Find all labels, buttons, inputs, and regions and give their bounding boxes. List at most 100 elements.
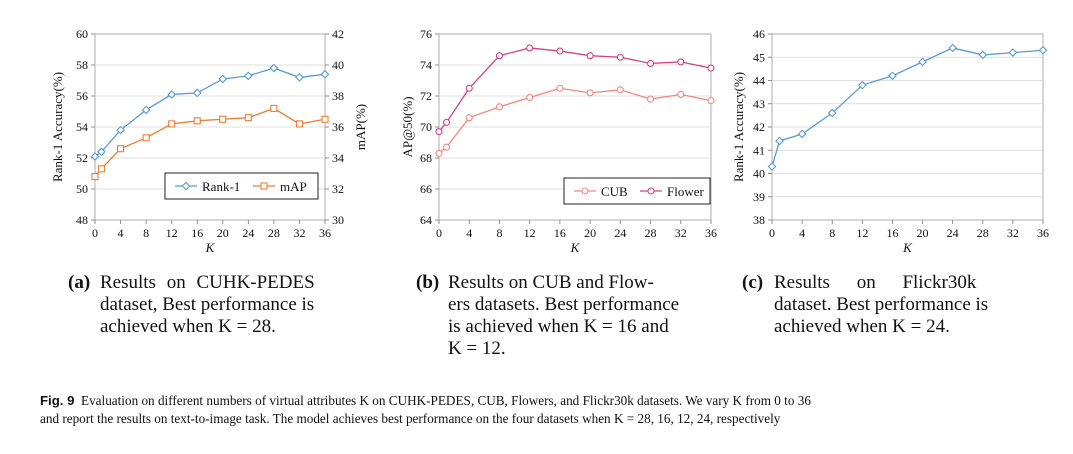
caption-a-label: (a) <box>68 272 91 293</box>
chart-a-xtick-label: 20 <box>217 226 229 240</box>
chart-b-xtick-label: 20 <box>584 226 596 240</box>
caption-a-line-1: Results on CUHK-PEDES <box>100 272 315 293</box>
chart-c-series-1-point <box>767 162 777 171</box>
chart-b-series-flower-point <box>495 52 503 60</box>
chart-c-series-1-point <box>1038 45 1048 55</box>
chart-b-ytick-label: 64 <box>420 213 432 227</box>
chart-a-xtick-label: 16 <box>191 226 203 240</box>
caption-c-line-1: Results on Flickr30k <box>774 272 977 293</box>
chart-b-ytick-label: 68 <box>420 151 432 165</box>
chart-b-ytick-label: 74 <box>420 58 432 72</box>
figure-caption-line-1: Evaluation on different numbers of virtu… <box>81 393 811 408</box>
chart-b-xtick-label: 36 <box>705 226 717 240</box>
chart-c-ytick-label: 42 <box>753 120 765 134</box>
chart-c-series-1-point <box>888 71 897 81</box>
chart-c-xtick-label: 24 <box>947 226 959 240</box>
chart-b-series-flower-point <box>435 128 443 136</box>
chart-a-series-map-point <box>321 115 329 123</box>
chart-b-xtick-label: 0 <box>436 226 442 240</box>
figure-caption: Fig. 9 Evaluation on different numbers o… <box>40 392 1040 428</box>
chart-b-xtick-label: 32 <box>675 226 687 240</box>
chart-a-xtick-label: 4 <box>118 226 124 240</box>
caption-b-line-2: ers datasets. Best performance <box>448 294 680 315</box>
chart-b-series-flower-point <box>556 47 564 55</box>
chart-a-ytick-right-label: 42 <box>332 27 344 41</box>
chart-a-ytick-right-label: 40 <box>332 58 344 72</box>
caption-b-line-3: is achieved when K = 16 and <box>448 316 669 337</box>
chart-a-ytick-right-label: 36 <box>332 120 344 134</box>
chart-a-ytick-right-label: 34 <box>332 151 344 165</box>
chart-c-ytick-label: 43 <box>753 97 765 111</box>
caption-c-line-2: dataset. Best performance is <box>774 294 989 315</box>
chart-c-series-1-point <box>775 136 784 146</box>
chart-b-legend-item-flower-marker <box>647 187 655 195</box>
chart-c-ytick-label: 45 <box>753 50 765 64</box>
chart-c-series-1-point <box>918 57 927 67</box>
chart-b-series-cub-point <box>526 94 534 102</box>
chart-b-series-flower-point <box>616 53 624 61</box>
chart-c-series-1-point <box>827 108 837 118</box>
chart-c-xtick-label: 16 <box>886 226 898 240</box>
caption-a-line-2: dataset, Best performance is <box>100 294 315 315</box>
chart-c-series-1-point <box>797 129 807 139</box>
chart-c-xtick-label: 36 <box>1037 226 1049 240</box>
chart-a-series-map-point <box>219 115 227 123</box>
chart-b-xtick-label: 24 <box>614 226 626 240</box>
chart-a-xtick-label: 8 <box>143 226 149 240</box>
chart-b-ytick-label: 72 <box>420 89 432 103</box>
chart-b-legend-item-cub-marker <box>581 187 589 195</box>
caption-b-label: (b) <box>416 272 440 293</box>
chart-c-xtick-label: 0 <box>769 226 775 240</box>
chart-a-series-rank-1-point <box>218 74 228 84</box>
chart-a-series-map-point <box>142 134 150 142</box>
chart-a-legend-item-map-label: mAP <box>280 179 307 194</box>
chart-a-series-map-point <box>91 173 99 181</box>
caption-c-line-3: achieved when K = 24. <box>774 316 950 337</box>
chart-a-ytick-right-label: 30 <box>332 213 344 227</box>
chart-c-flickr30k: 38 39 40 41 42 43 44 45 46 0 4 8 12 16 20 24 28 32 36 K Rank… <box>731 27 1049 255</box>
chart-b-series-flower-point <box>707 64 715 72</box>
chart-a-ytick-label: 60 <box>76 27 88 41</box>
chart-a-series-map-point <box>168 120 176 128</box>
chart-b-ytick-label: 66 <box>420 182 432 196</box>
chart-a-series-map-point <box>270 104 278 112</box>
chart-a-ytick-label: 48 <box>76 213 88 227</box>
chart-a-series-rank-1-point <box>167 90 177 99</box>
chart-b-xtick-label: 12 <box>524 226 536 240</box>
chart-a-legend-item-rank-1-label: Rank-1 <box>202 179 240 194</box>
chart-a-series-rank-1-point <box>295 73 304 82</box>
chart-a-ytick-label: 50 <box>76 182 88 196</box>
caption-c: (c) Results on Flickr30k dataset. Best p… <box>742 272 1032 338</box>
chart-a-series-rank-1-point <box>90 152 100 161</box>
chart-b-series-flower-point <box>677 58 685 66</box>
chart-c-ytick-label: 46 <box>753 27 765 41</box>
chart-b-series-cub-point <box>647 95 655 103</box>
chart-c-xtick-label: 12 <box>856 226 868 240</box>
chart-b-series-flower-point <box>586 52 594 60</box>
chart-a-xtick-label: 32 <box>293 226 305 240</box>
chart-a-series-rank-1-point <box>269 63 279 73</box>
chart-a-ylabel-right: mAP(%) <box>353 104 368 150</box>
chart-a-ytick-right-label: 38 <box>332 89 344 103</box>
chart-a-xlabel: K <box>205 240 216 255</box>
caption-b: (b) Results on CUB and Flow- ers dataset… <box>416 272 706 360</box>
chart-a-series-rank-1-point <box>97 147 106 157</box>
chart-b-ytick-label: 76 <box>420 27 432 41</box>
chart-a-series-map-point <box>244 114 252 122</box>
chart-c-xtick-label: 28 <box>977 226 989 240</box>
chart-b-xlabel: K <box>570 240 581 255</box>
chart-c-ytick-label: 44 <box>753 74 765 88</box>
chart-b-legend-item-flower-label: Flower <box>667 184 705 199</box>
chart-b-series-cub-point <box>707 97 715 105</box>
chart-b-series-flower-point <box>647 59 655 68</box>
chart-a-ytick-label: 56 <box>76 89 88 103</box>
chart-a-series-rank-1-point <box>243 71 253 81</box>
chart-b-xtick-label: 16 <box>554 226 566 240</box>
chart-a-ytick-right-label: 32 <box>332 182 344 196</box>
chart-a-series-rank-1-point <box>192 88 202 98</box>
chart-a-ytick-label: 58 <box>76 58 88 72</box>
chart-a-ytick-label: 52 <box>76 151 88 165</box>
chart-b-xtick-label: 4 <box>466 226 472 240</box>
chart-b-series-flower-point <box>526 44 534 52</box>
